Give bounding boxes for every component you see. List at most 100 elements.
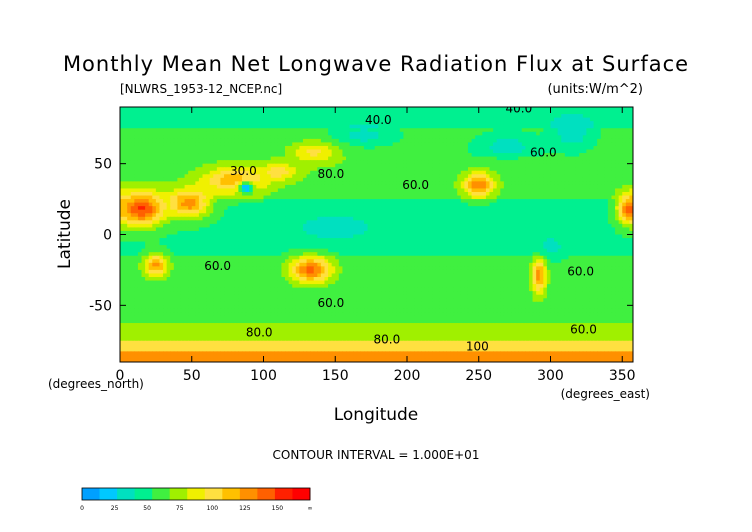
heatmap-cell	[346, 188, 351, 193]
heatmap-cell	[353, 160, 358, 165]
heatmap-cell	[604, 117, 609, 122]
heatmap-cell	[328, 131, 333, 136]
heatmap-cell	[173, 167, 178, 172]
heatmap-cell	[589, 202, 595, 207]
heatmap-cell	[148, 223, 153, 229]
heatmap-cell	[528, 202, 534, 207]
heatmap-cell	[285, 110, 290, 115]
heatmap-cell	[155, 135, 161, 140]
heatmap-cell	[525, 177, 530, 182]
heatmap-cell	[313, 227, 318, 232]
heatmap-cell	[414, 145, 419, 151]
heatmap-cell	[421, 156, 426, 161]
heatmap-cell	[457, 177, 462, 182]
heatmap-cell	[177, 170, 182, 175]
heatmap-cell	[586, 174, 591, 179]
heatmap-cell	[410, 209, 415, 214]
heatmap-cell	[198, 170, 204, 175]
heatmap-cell	[145, 188, 150, 193]
heatmap-cell	[145, 199, 150, 204]
heatmap-cell	[457, 223, 462, 229]
heatmap-cell	[399, 227, 405, 232]
heatmap-cell	[209, 153, 214, 158]
heatmap-cell	[622, 156, 627, 161]
heatmap-cell	[607, 220, 613, 225]
heatmap-cell	[231, 160, 236, 165]
heatmap-cell	[216, 128, 222, 133]
heatmap-cell	[403, 149, 408, 154]
heatmap-cell	[471, 202, 476, 207]
heatmap-cell	[514, 184, 519, 190]
heatmap-cell	[406, 117, 412, 122]
heatmap-cell	[618, 138, 623, 144]
heatmap-cell	[489, 213, 494, 218]
heatmap-cell	[511, 131, 516, 136]
heatmap-cell	[206, 131, 211, 136]
heatmap-cell	[432, 202, 437, 207]
heatmap-cell	[493, 181, 498, 186]
heatmap-cell	[209, 223, 214, 229]
heatmap-cell	[371, 163, 376, 168]
heatmap-cell	[568, 142, 573, 147]
heatmap-cell	[464, 202, 469, 207]
heatmap-cell	[417, 114, 422, 119]
heatmap-cell	[252, 128, 257, 133]
heatmap-cell	[561, 121, 566, 126]
heatmap-cell	[173, 170, 178, 175]
heatmap-cell	[202, 163, 207, 168]
heatmap-cell	[338, 167, 344, 172]
heatmap-cell	[564, 128, 570, 133]
heatmap-cell	[482, 206, 487, 211]
heatmap-cell	[572, 128, 577, 133]
heatmap-cell	[446, 135, 451, 140]
heatmap-cell	[496, 167, 501, 172]
heatmap-cell	[335, 124, 340, 129]
heatmap-cell	[292, 223, 297, 229]
heatmap-cell	[349, 135, 354, 140]
heatmap-cell	[396, 170, 401, 175]
heatmap-cell	[198, 199, 204, 204]
heatmap-cell	[389, 156, 394, 161]
heatmap-cell	[496, 181, 501, 186]
heatmap-cell	[256, 181, 261, 186]
heatmap-cell	[170, 202, 175, 207]
heatmap-cell	[227, 216, 232, 221]
heatmap-cell	[378, 110, 383, 115]
heatmap-cell	[475, 184, 480, 190]
heatmap-cell	[209, 110, 214, 115]
heatmap-cell	[202, 177, 207, 182]
heatmap-cell	[579, 110, 584, 115]
heatmap-cell	[202, 160, 207, 165]
heatmap-cell	[363, 156, 369, 161]
heatmap-cell	[511, 170, 516, 175]
heatmap-cell	[331, 138, 336, 144]
heatmap-cell	[414, 142, 419, 147]
heatmap-cell	[148, 121, 153, 126]
heatmap-cell	[310, 213, 315, 218]
heatmap-cell	[353, 209, 358, 214]
heatmap-cell	[120, 177, 125, 182]
chart-title: Monthly Mean Net Longwave Radiation Flux…	[63, 52, 689, 76]
heatmap-cell	[489, 199, 494, 204]
heatmap-cell	[546, 135, 552, 140]
heatmap-cell	[618, 135, 623, 140]
heatmap-cell	[600, 142, 605, 147]
heatmap-cell	[299, 195, 304, 200]
heatmap-cell	[249, 216, 254, 221]
heatmap-cell	[550, 227, 555, 232]
heatmap-cell	[586, 117, 591, 122]
heatmap-cell	[536, 227, 541, 232]
heatmap-cell	[385, 195, 390, 200]
heatmap-cell	[399, 131, 405, 136]
heatmap-cell	[467, 199, 473, 204]
heatmap-cell	[267, 202, 272, 207]
heatmap-cell	[335, 213, 340, 218]
heatmap-cell	[206, 220, 211, 225]
heatmap-cell	[503, 216, 509, 221]
heatmap-cell	[378, 149, 383, 154]
heatmap-cell	[457, 174, 462, 179]
heatmap-cell	[572, 202, 577, 207]
heatmap-cell	[288, 117, 293, 122]
heatmap-cell	[159, 135, 164, 140]
heatmap-cell	[518, 202, 523, 207]
